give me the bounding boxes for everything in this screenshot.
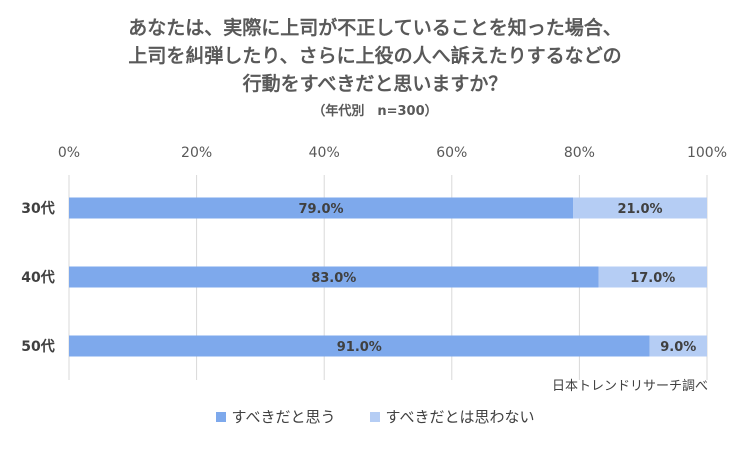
data-label-1-1: 83.0% <box>311 271 356 286</box>
bar-2-1 <box>598 266 707 288</box>
x-tick-label-1: 20% <box>181 145 212 161</box>
chart-title-line-3: 行動をすべきだと思いますか？ <box>242 73 508 95</box>
legend-item-series-1: すべきだと思う <box>215 406 336 427</box>
chart-title-line-1: あなたは、実際に上司が不正していることを知った場合、 <box>128 17 622 39</box>
bar-1-0 <box>69 197 574 219</box>
y-category-label-0: 30代 <box>21 200 54 217</box>
data-label-1-2: 91.0% <box>337 340 382 355</box>
legend-label-series-1: すべきだと思う <box>231 408 336 426</box>
bar-2-0 <box>573 197 707 219</box>
x-tick-label-5: 100% <box>687 145 727 161</box>
bar-1-1 <box>69 266 599 288</box>
x-tick-label-0: 0% <box>58 145 80 161</box>
bar-2-2 <box>649 335 707 357</box>
legend-item-series-2: すべきだとは思わない <box>369 406 535 427</box>
y-category-label-2: 50代 <box>21 338 54 355</box>
x-tick-label-4: 80% <box>564 145 595 161</box>
source-note: 日本トレンドリサーチ調べ <box>551 379 708 394</box>
data-label-2-0: 21.0% <box>617 202 662 217</box>
legend-swatch-series-2 <box>369 411 380 422</box>
chart-title-line-2: 上司を糾弾したり、さらに上役の人へ訴えたりするなどの <box>128 45 622 67</box>
legend-swatch-series-1 <box>215 411 226 422</box>
chart-subtitle: （年代別 n=300） <box>312 104 438 119</box>
legend-label-series-2: すべきだとは思わない <box>385 408 535 426</box>
chart-legend: すべきだと思う すべきだとは思わない <box>0 406 750 427</box>
data-label-2-2: 9.0% <box>660 340 696 355</box>
x-tick-label-2: 40% <box>309 145 340 161</box>
data-label-2-1: 17.0% <box>630 271 675 286</box>
y-category-label-1: 40代 <box>21 269 54 286</box>
bar-1-2 <box>69 335 650 357</box>
data-label-1-0: 79.0% <box>298 202 343 217</box>
chart-title: あなたは、実際に上司が不正していることを知った場合、 上司を糾弾したり、さらに上… <box>0 14 750 98</box>
x-tick-label-3: 60% <box>436 145 467 161</box>
